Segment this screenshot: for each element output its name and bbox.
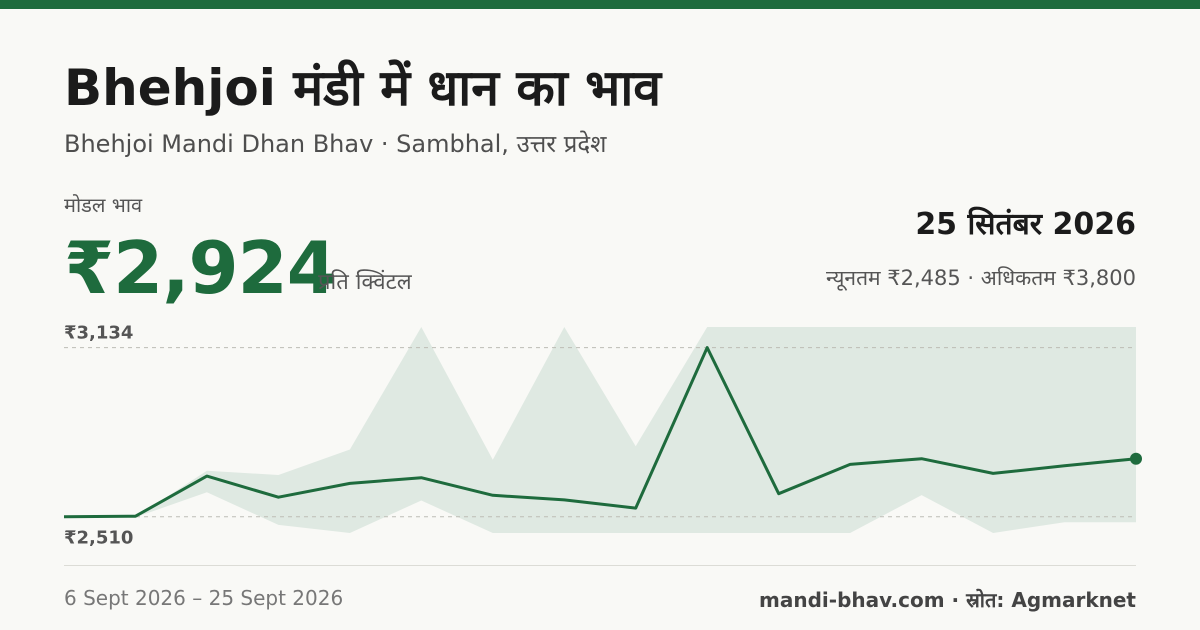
y-tick-label: ₹3,134 xyxy=(64,323,133,344)
source-credit: mandi-bhav.com · स्रोत: Agmarknet xyxy=(759,588,1136,612)
page-title: Bhehjoi मंडी में धान का भाव xyxy=(64,59,662,117)
grid-lines xyxy=(64,347,1136,518)
price-date: 25 सितंबर 2026 xyxy=(915,207,1136,242)
modal-price-value: ₹2,924 xyxy=(64,226,337,310)
price-trend-chart: ₹3,134 ₹2,510 xyxy=(63,323,1142,549)
top-accent-bar xyxy=(0,0,1200,9)
price-unit: प्रति क्विंटल xyxy=(318,270,412,295)
min-max-band xyxy=(64,327,1136,533)
date-range: 6 Sept 2026 – 25 Sept 2026 xyxy=(64,586,344,610)
footer-divider xyxy=(64,565,1136,566)
latest-price-point xyxy=(1130,452,1142,465)
modal-price-label: मोडल भाव xyxy=(64,193,143,217)
y-tick-label: ₹2,510 xyxy=(64,528,133,549)
y-axis-labels: ₹3,134 ₹2,510 xyxy=(64,323,133,549)
min-max-range: न्यूनतम ₹2,485 · अधिकतम ₹3,800 xyxy=(826,266,1136,290)
modal-price-line xyxy=(63,346,1137,519)
page-subtitle: Bhehjoi Mandi Dhan Bhav · Sambhal, उत्तर… xyxy=(64,130,607,158)
